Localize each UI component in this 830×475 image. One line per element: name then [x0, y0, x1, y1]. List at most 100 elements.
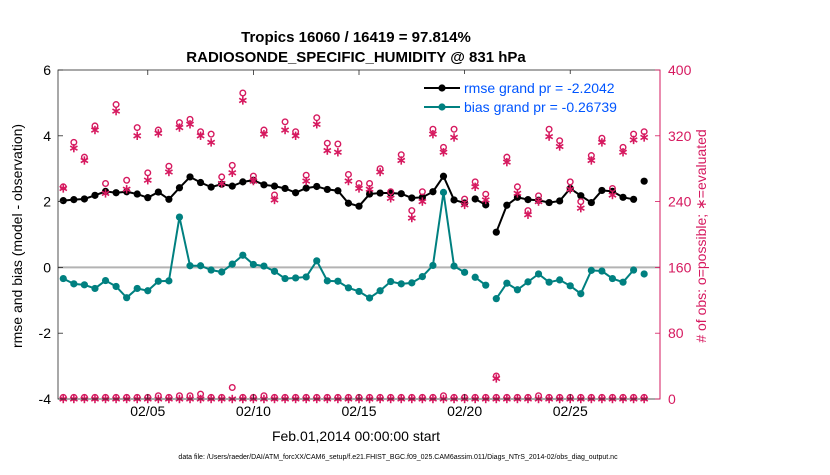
rmse-point	[598, 186, 606, 195]
evaluated-obs-point	[597, 138, 606, 147]
y-tick-label-right: 160	[668, 259, 692, 275]
evaluated-obs-point-stroke	[143, 177, 152, 184]
chart-subtitle: RADIOSONDE_SPECIFIC_HUMIDITY @ 831 hPa	[186, 49, 526, 66]
bias-point	[228, 260, 236, 268]
evaluated-obs-point-stroke	[534, 198, 543, 205]
rmse-point	[292, 189, 300, 197]
bias-point	[112, 282, 120, 291]
rmse-point	[260, 181, 268, 189]
evaluated-obs-point-stroke	[259, 131, 268, 137]
bias-point	[598, 267, 606, 275]
evaluated-obs-point	[90, 125, 100, 135]
evaluated-obs-point-stroke	[640, 134, 649, 141]
bias-point	[123, 294, 131, 302]
possible-obs-point	[450, 125, 458, 133]
bias-point	[175, 213, 184, 221]
evaluated-obs-point-stroke	[69, 145, 78, 151]
bias-point	[154, 277, 162, 285]
bias-point	[270, 267, 279, 275]
bias-point	[376, 287, 384, 295]
evaluated-obs-point-stroke	[629, 137, 638, 143]
bias-point	[207, 266, 215, 274]
rmse-point	[239, 178, 247, 186]
rmse-point	[196, 178, 205, 187]
bias-point	[59, 274, 67, 283]
possible-obs-point	[408, 207, 416, 215]
bias-point	[281, 274, 289, 283]
evaluated-obs-point	[354, 184, 364, 193]
evaluated-obs-point-stroke	[101, 190, 110, 197]
possible-obs-point	[228, 161, 236, 169]
evaluated-obs-point-stroke	[228, 170, 237, 176]
evaluated-obs-point	[143, 176, 152, 185]
bias-point	[461, 268, 469, 276]
possible-obs-point	[566, 178, 574, 186]
x-tick-label: 02/05	[130, 403, 165, 419]
evaluated-obs-point-stroke	[418, 198, 427, 205]
chart-title: Tropics 16060 / 16419 = 97.814%	[241, 29, 471, 46]
x-tick-label: 02/20	[447, 403, 482, 419]
evaluated-obs-point	[629, 135, 638, 145]
legend-bias-marker	[438, 103, 446, 111]
rmse-point	[323, 185, 331, 194]
y-axis-label-left: rmse and bias (model - observation)	[9, 124, 25, 348]
evaluated-obs-point-stroke	[112, 108, 121, 114]
evaluated-obs-point	[450, 133, 459, 142]
evaluated-obs-point-stroke	[154, 130, 163, 137]
possible-obs-point	[123, 176, 131, 184]
rmse-point	[144, 194, 152, 202]
x-tick-label: 02/25	[553, 403, 588, 419]
rmse-point	[429, 188, 437, 196]
evaluated-obs-point	[365, 185, 374, 194]
bias-point	[545, 278, 553, 286]
y-tick-label-left: 2	[43, 194, 51, 210]
evaluated-obs-point	[481, 195, 490, 205]
evaluated-obs-point-stroke	[133, 133, 142, 139]
bias-point	[133, 284, 141, 293]
y-tick-label-left: -2	[39, 325, 52, 341]
footer-data-file: data file: /Users/raeder/DAI/ATM_forcXX/…	[178, 454, 618, 461]
evaluated-obs-point	[112, 106, 121, 116]
evaluated-obs-point-stroke	[291, 133, 300, 139]
evaluated-obs-point-stroke	[608, 192, 617, 198]
evaluated-obs-point	[323, 146, 332, 155]
evaluated-obs-point-stroke	[59, 185, 68, 192]
evaluated-obs-point-stroke	[460, 202, 469, 208]
y-tick-label-left: 6	[43, 62, 51, 78]
rmse-point	[70, 196, 78, 204]
rmse-point	[59, 197, 67, 205]
rmse-point	[545, 198, 553, 207]
rmse-point	[302, 184, 310, 192]
evaluated-obs-point-stroke	[566, 186, 575, 193]
rmse-point	[133, 190, 141, 198]
evaluated-obs-point-stroke	[354, 185, 364, 192]
evaluated-obs-point	[439, 148, 448, 157]
possible-obs-point	[102, 180, 110, 188]
rmse-point	[376, 189, 384, 197]
evaluated-obs-point-stroke	[492, 375, 501, 382]
rmse-point	[629, 195, 638, 203]
bias-point	[439, 188, 448, 196]
bias-point	[80, 281, 89, 289]
evaluated-obs-point	[259, 129, 268, 139]
x-axis-label: Feb.01,2014 00:00:00 start	[272, 428, 440, 444]
evaluated-obs-point	[566, 185, 575, 194]
rmse-point	[471, 195, 479, 203]
bias-point	[292, 274, 300, 282]
possible-obs-point	[545, 125, 553, 133]
bias-point	[587, 266, 595, 274]
evaluated-obs-point-stroke	[618, 149, 628, 156]
evaluated-obs-point	[545, 132, 554, 141]
evaluated-obs-point-stroke	[513, 190, 522, 197]
evaluated-obs-point-stroke	[587, 157, 596, 164]
evaluated-obs-point	[228, 168, 237, 178]
rmse-point	[365, 190, 374, 198]
bias-point	[196, 262, 205, 270]
evaluated-obs-point	[59, 184, 68, 193]
bias-point	[323, 277, 331, 285]
y-tick-label-right: 240	[668, 194, 692, 210]
evaluated-obs-point-stroke	[90, 127, 100, 133]
y-axis-label-right: # of obs: o=possible; ∗=evaluated	[693, 129, 709, 342]
evaluated-obs-point-stroke	[80, 157, 89, 164]
rmse-point	[450, 196, 458, 204]
